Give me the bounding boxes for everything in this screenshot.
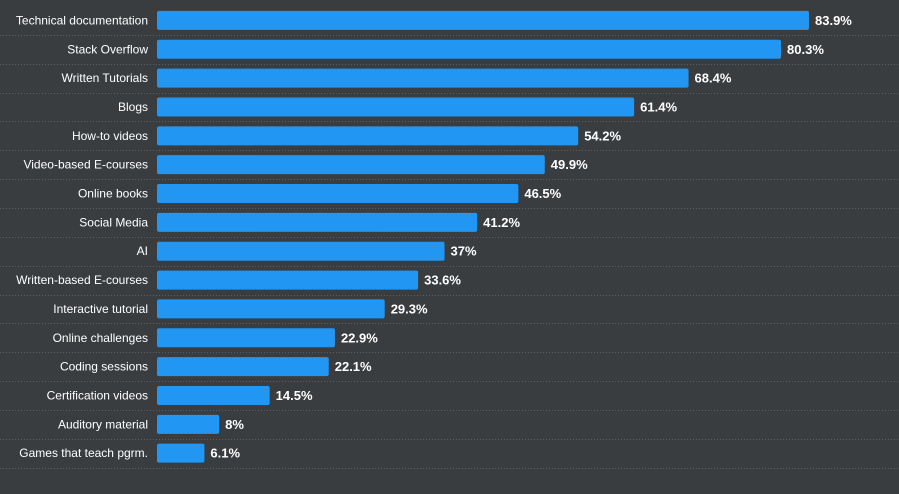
- value-label: 22.1%: [335, 359, 372, 374]
- category-label: AI: [137, 244, 148, 258]
- value-label: 37%: [451, 244, 477, 259]
- bar[interactable]: [157, 385, 270, 405]
- bar[interactable]: [157, 39, 782, 59]
- value-label: 14.5%: [276, 388, 313, 403]
- category-label: Certification videos: [47, 388, 148, 402]
- category-label: Stack Overflow: [67, 42, 148, 56]
- bar[interactable]: [157, 443, 205, 463]
- bar[interactable]: [157, 68, 689, 88]
- value-label: 83.9%: [815, 13, 852, 28]
- category-label: Auditory material: [58, 417, 148, 431]
- category-label: Online challenges: [53, 331, 148, 345]
- value-label: 54.2%: [584, 128, 621, 143]
- bar[interactable]: [157, 184, 519, 204]
- value-label: 46.5%: [524, 186, 561, 201]
- value-label: 8%: [225, 417, 244, 432]
- value-label: 33.6%: [424, 273, 461, 288]
- category-label: Written-based E-courses: [16, 273, 148, 287]
- value-label: 22.9%: [341, 330, 378, 345]
- value-label: 41.2%: [483, 215, 520, 230]
- value-label: 29.3%: [391, 301, 428, 316]
- value-label: 49.9%: [551, 157, 588, 172]
- bar[interactable]: [157, 357, 329, 377]
- category-label: Technical documentation: [16, 13, 148, 27]
- category-label: Coding sessions: [60, 360, 148, 374]
- category-label: Games that teach pgrm.: [19, 446, 148, 460]
- bar[interactable]: [157, 126, 579, 146]
- category-label: Written Tutorials: [62, 71, 148, 85]
- bar[interactable]: [157, 241, 445, 261]
- category-labels: Technical documentation Stack Overflow Wri…: [16, 13, 148, 460]
- value-labels: 83.9% 80.3% 68.4% 61.4% 54.2% 49.9% 46.5% 41.2%…: [210, 13, 852, 461]
- value-label: 68.4%: [695, 71, 732, 86]
- value-label: 6.1%: [210, 446, 240, 461]
- value-label: 80.3%: [787, 42, 824, 57]
- category-label: Social Media: [79, 215, 148, 229]
- bars: [157, 10, 809, 463]
- bar[interactable]: [157, 212, 478, 232]
- category-label: Video-based E-courses: [23, 158, 148, 172]
- category-label: Blogs: [118, 100, 148, 114]
- value-label: 61.4%: [640, 99, 677, 114]
- bar[interactable]: [157, 10, 809, 30]
- bar[interactable]: [157, 97, 635, 117]
- category-label: Online books: [78, 187, 148, 201]
- bar[interactable]: [157, 414, 220, 434]
- bar[interactable]: [157, 155, 545, 175]
- bar[interactable]: [157, 299, 385, 319]
- category-label: How-to videos: [72, 129, 148, 143]
- category-label: Interactive tutorial: [53, 302, 148, 316]
- bar[interactable]: [157, 270, 419, 290]
- bar[interactable]: [157, 328, 335, 348]
